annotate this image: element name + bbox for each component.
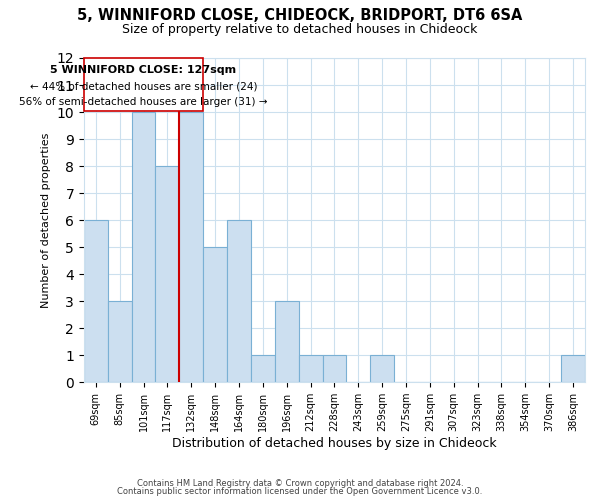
Bar [203,247,227,382]
Bar [561,355,585,382]
Text: Size of property relative to detached houses in Chideock: Size of property relative to detached ho… [122,22,478,36]
Text: 5 WINNIFORD CLOSE: 127sqm: 5 WINNIFORD CLOSE: 127sqm [50,65,236,75]
Text: 5, WINNIFORD CLOSE, CHIDEOCK, BRIDPORT, DT6 6SA: 5, WINNIFORD CLOSE, CHIDEOCK, BRIDPORT, … [77,8,523,22]
Text: Contains public sector information licensed under the Open Government Licence v3: Contains public sector information licen… [118,487,482,496]
Bar [251,355,275,382]
Bar [131,112,155,382]
Text: ← 44% of detached houses are smaller (24): ← 44% of detached houses are smaller (24… [30,82,257,92]
Bar [84,58,203,110]
X-axis label: Distribution of detached houses by size in Chideock: Distribution of detached houses by size … [172,437,497,450]
Bar [179,112,203,382]
Bar [84,220,108,382]
Text: Contains HM Land Registry data © Crown copyright and database right 2024.: Contains HM Land Registry data © Crown c… [137,478,463,488]
Text: 56% of semi-detached houses are larger (31) →: 56% of semi-detached houses are larger (… [19,97,268,107]
Bar [299,355,323,382]
Bar [227,220,251,382]
Bar [275,301,299,382]
Bar [155,166,179,382]
Y-axis label: Number of detached properties: Number of detached properties [41,132,51,308]
Bar [108,301,131,382]
Bar [370,355,394,382]
Bar [323,355,346,382]
